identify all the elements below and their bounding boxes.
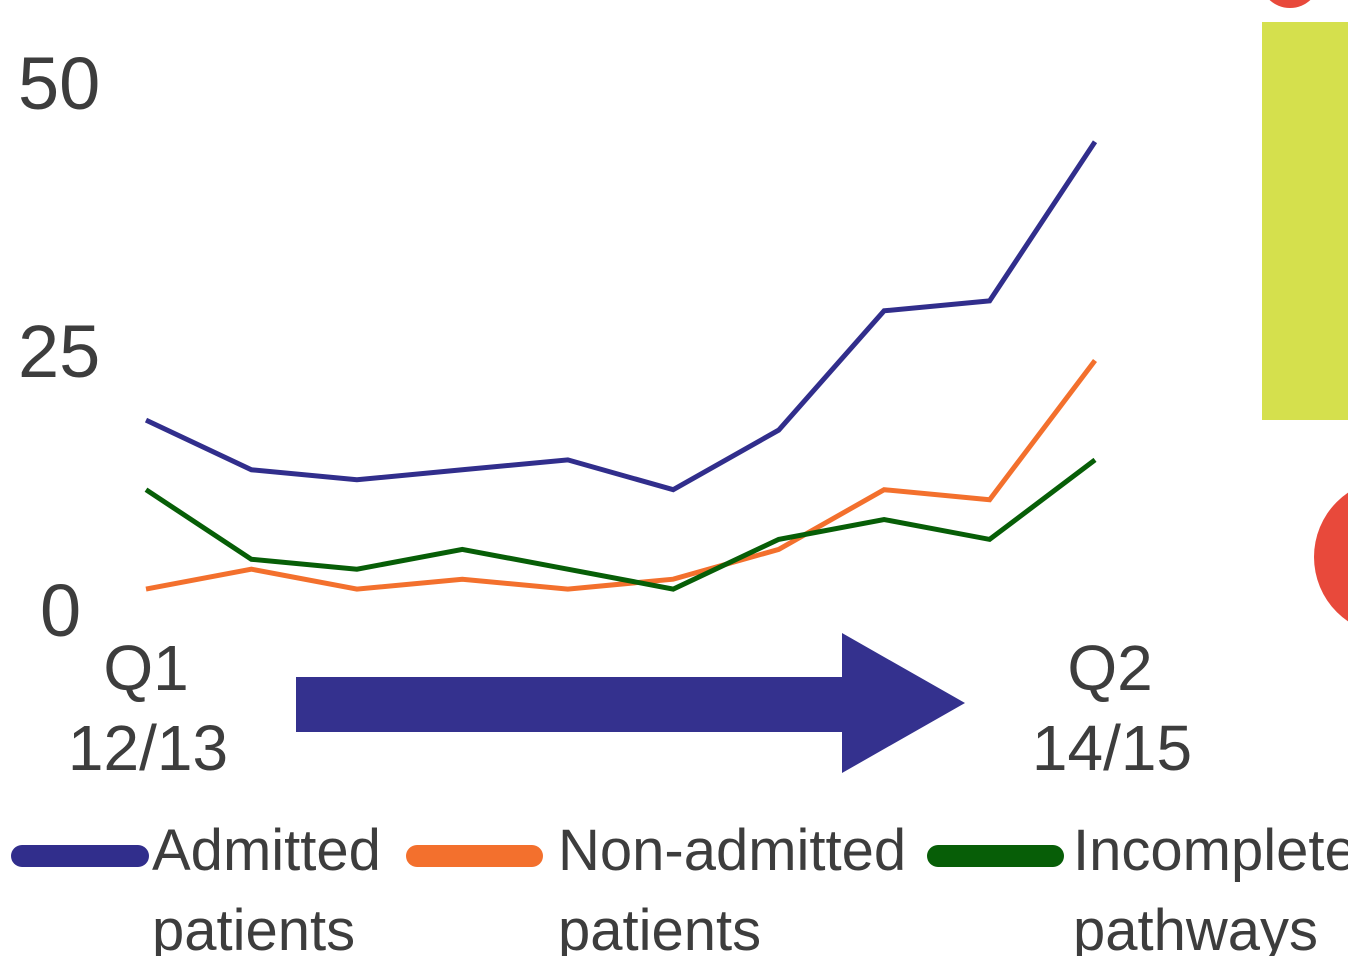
legend-label-admitted-line2: patients xyxy=(152,898,355,956)
legend-label-non-admitted-line2: patients xyxy=(558,898,761,956)
legend-label-non-admitted: Non-admitted xyxy=(558,818,906,883)
side-dot-top xyxy=(1269,0,1311,8)
series-layer xyxy=(144,140,1098,592)
x-tick-label-end: Q2 xyxy=(1067,632,1152,704)
x-tick-label-start-year: 12/13 xyxy=(68,712,228,784)
time-arrow xyxy=(296,633,965,773)
side-panel xyxy=(1262,22,1348,420)
x-tick-label-end-year: 14/15 xyxy=(1032,712,1192,784)
legend: Admitted patients Non-admitted patients … xyxy=(11,818,1348,956)
legend-label-incomplete: Incomplete xyxy=(1073,818,1348,883)
side-dot-mid xyxy=(1314,492,1348,622)
series-line-admitted-patients xyxy=(144,140,1098,493)
series-line-non-admitted-patients xyxy=(145,358,1097,592)
series-line-incomplete-pathways xyxy=(144,457,1097,592)
legend-label-incomplete-line2: pathways xyxy=(1073,898,1318,956)
y-tick-label: 0 xyxy=(40,569,81,652)
x-tick-label-start: Q1 xyxy=(103,632,188,704)
y-tick-label: 25 xyxy=(18,310,100,393)
y-tick-label: 50 xyxy=(18,42,100,125)
legend-label-admitted: Admitted xyxy=(152,818,381,883)
